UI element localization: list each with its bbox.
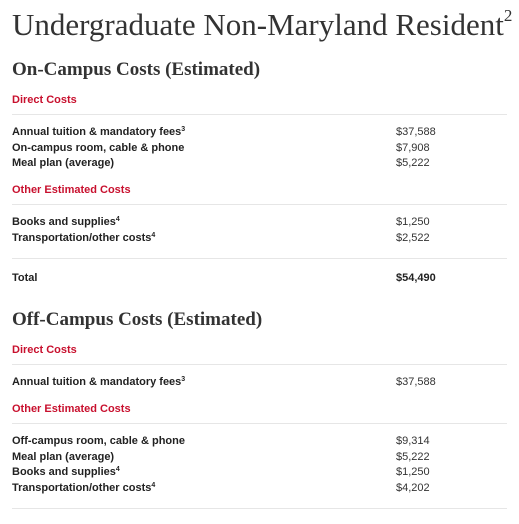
divider [12, 508, 507, 509]
off-campus-row-room: Off-campus room, cable & phone $9,314 [12, 435, 507, 450]
row-label: Transportation/other costs4 [12, 232, 155, 244]
divider [12, 204, 507, 205]
off-campus-heading: Off-Campus Costs (Estimated) [12, 309, 263, 330]
on-campus-row-transportation: Transportation/other costs4 $2,522 [12, 232, 507, 247]
total-label: Total [12, 272, 38, 284]
row-label-text: Books and supplies [12, 466, 116, 478]
on-campus-row-total: Total $54,490 [12, 272, 507, 287]
row-label: Annual tuition & mandatory fees3 [12, 126, 185, 138]
row-value: $2,522 [396, 232, 430, 244]
row-label-text: Books and supplies [12, 216, 116, 228]
on-campus-row-tuition: Annual tuition & mandatory fees3 $37,588 [12, 126, 507, 141]
divider [12, 423, 507, 424]
on-campus-heading: On-Campus Costs (Estimated) [12, 59, 261, 80]
row-label-text: Meal plan (average) [12, 157, 115, 169]
row-value: $37,588 [396, 126, 436, 138]
row-value: $37,588 [396, 376, 436, 388]
off-campus-direct-costs-heading: Direct Costs [12, 344, 77, 356]
page-title-text: Undergraduate Non-Maryland Resident [12, 7, 504, 42]
off-campus-row-transportation: Transportation/other costs4 $4,202 [12, 482, 507, 497]
divider [12, 114, 507, 115]
row-label: Transportation/other costs4 [12, 482, 155, 494]
row-label: Books and supplies4 [12, 466, 120, 478]
row-value: $5,222 [396, 451, 430, 463]
page-title-footnote: 2 [503, 6, 513, 25]
row-label: Off-campus room, cable & phone [12, 435, 185, 447]
row-footnote: 4 [115, 216, 120, 223]
off-campus-row-meal-plan: Meal plan (average) $5,222 [12, 451, 507, 466]
row-value: $9,314 [396, 435, 430, 447]
row-label-text: On-campus room, cable & phone [12, 142, 185, 154]
on-campus-row-meal-plan: Meal plan (average) $5,222 [12, 157, 507, 172]
row-label-text: Off-campus room, cable & phone [12, 435, 185, 447]
row-footnote: 4 [151, 482, 156, 489]
off-campus-row-books: Books and supplies4 $1,250 [12, 466, 507, 481]
row-value: $1,250 [396, 466, 430, 478]
row-footnote: 4 [115, 466, 120, 473]
row-value: $7,908 [396, 142, 430, 154]
row-value: $1,250 [396, 216, 430, 228]
row-footnote: 4 [151, 232, 156, 239]
row-label-text: Annual tuition & mandatory fees [12, 376, 182, 388]
row-label-text: Annual tuition & mandatory fees [12, 126, 182, 138]
off-campus-other-costs-heading: Other Estimated Costs [12, 403, 131, 415]
row-label: Meal plan (average) [12, 451, 114, 463]
row-footnote: 3 [181, 376, 186, 383]
total-value: $54,490 [396, 272, 436, 284]
row-value: $4,202 [396, 482, 430, 494]
on-campus-other-costs-heading: Other Estimated Costs [12, 184, 131, 196]
on-campus-row-books: Books and supplies4 $1,250 [12, 216, 507, 231]
divider [12, 364, 507, 365]
row-label-text: Meal plan (average) [12, 451, 115, 463]
page-title: Undergraduate Non-Maryland Resident2 [12, 6, 512, 43]
row-label: Meal plan (average) [12, 157, 114, 169]
on-campus-direct-costs-heading: Direct Costs [12, 94, 77, 106]
row-footnote: 3 [181, 126, 186, 133]
divider [12, 258, 507, 259]
row-label-text: Transportation/other costs [12, 232, 152, 244]
off-campus-row-tuition: Annual tuition & mandatory fees3 $37,588 [12, 376, 507, 391]
row-label: Annual tuition & mandatory fees3 [12, 376, 185, 388]
row-label-text: Transportation/other costs [12, 482, 152, 494]
row-label: On-campus room, cable & phone [12, 142, 184, 154]
row-value: $5,222 [396, 157, 430, 169]
row-label: Books and supplies4 [12, 216, 120, 228]
on-campus-row-room: On-campus room, cable & phone $7,908 [12, 142, 507, 157]
